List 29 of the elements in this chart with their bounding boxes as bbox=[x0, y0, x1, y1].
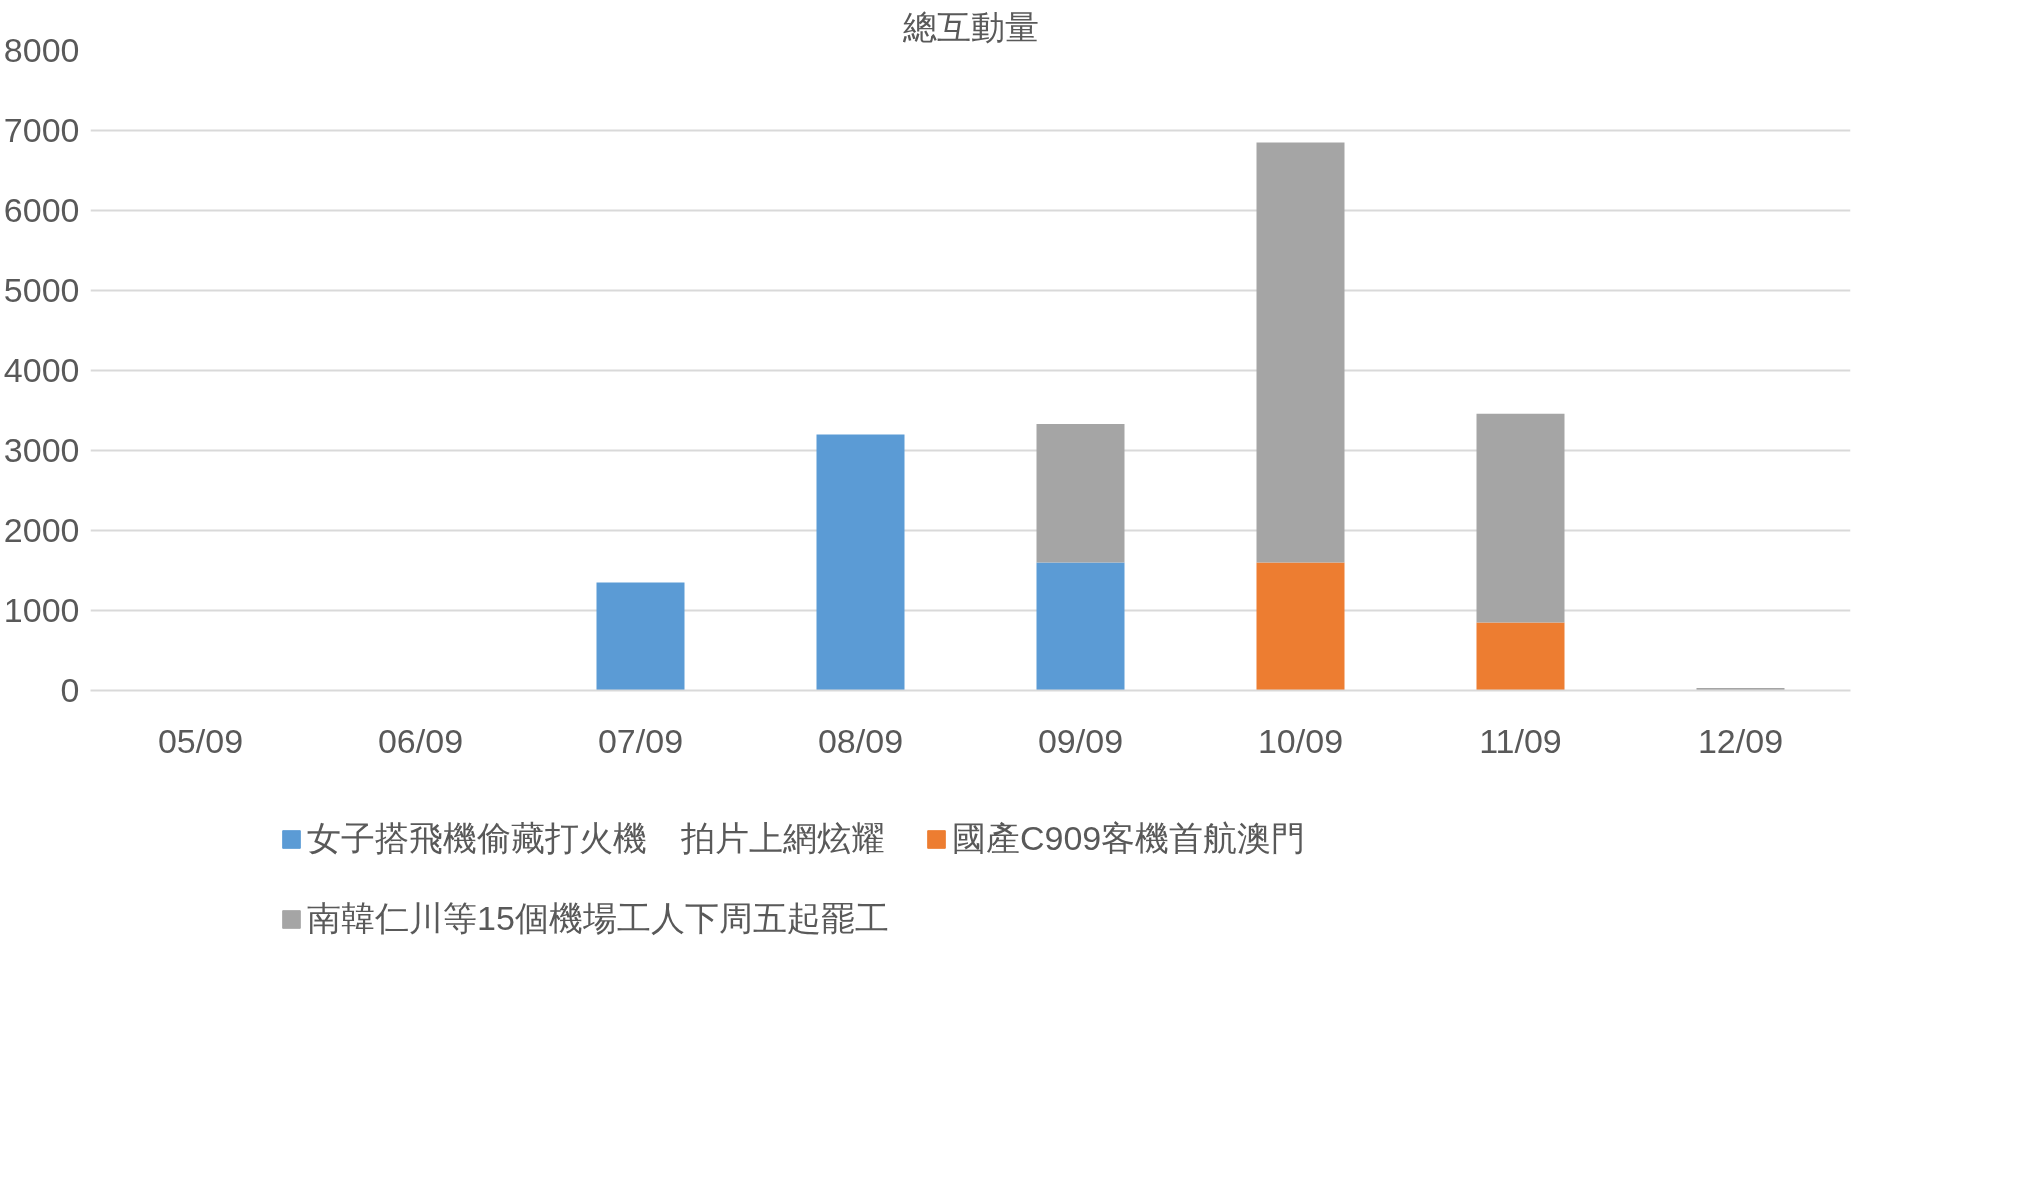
bar bbox=[1256, 562, 1345, 691]
x-tick-label: 09/09 bbox=[1037, 721, 1124, 760]
x-tick-label: 08/09 bbox=[817, 721, 904, 760]
x-tick-label: 10/09 bbox=[1257, 721, 1344, 760]
bar bbox=[1256, 142, 1345, 563]
chart-title: 總互動量 bbox=[901, 7, 1039, 46]
bar bbox=[1036, 424, 1125, 563]
y-tick-label: 6000 bbox=[3, 191, 80, 229]
x-tick-label: 06/09 bbox=[377, 721, 464, 760]
legend-label: 南韓仁川等15個機場工人下周五起罷工 bbox=[307, 898, 889, 939]
x-tick-label: 07/09 bbox=[597, 721, 684, 760]
bar bbox=[816, 434, 905, 691]
bar bbox=[596, 582, 685, 691]
x-tick-label: 05/09 bbox=[157, 721, 244, 760]
x-tick-label: 12/09 bbox=[1697, 721, 1784, 760]
y-tick-label: 2000 bbox=[3, 511, 80, 549]
bar bbox=[1476, 622, 1565, 691]
bar bbox=[1036, 562, 1125, 691]
y-tick-label: 1000 bbox=[3, 591, 80, 629]
legend-label: 女子搭飛機偷藏打火機 拍片上網炫耀 bbox=[307, 818, 885, 859]
x-tick-label: 11/09 bbox=[1479, 721, 1562, 760]
y-tick-label: 0 bbox=[60, 671, 80, 709]
y-tick-label: 7000 bbox=[3, 111, 80, 149]
y-tick-label: 8000 bbox=[3, 31, 80, 69]
bar bbox=[1476, 413, 1565, 623]
legend-label: 國產C909客機首航澳門 bbox=[952, 818, 1306, 859]
y-tick-label: 4000 bbox=[3, 351, 80, 389]
y-tick-label: 3000 bbox=[3, 431, 80, 469]
y-tick-label: 5000 bbox=[3, 271, 80, 309]
